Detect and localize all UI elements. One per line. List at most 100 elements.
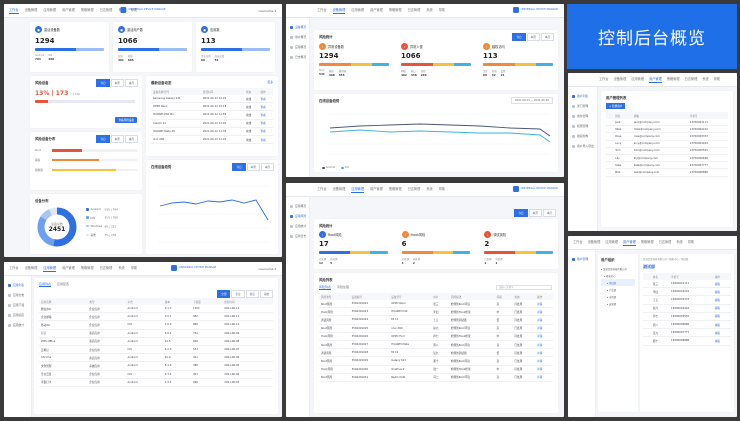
table-row[interactable]: 云笔记 企业应用 iOS 4.2.0 533 2021-06-07 — [39, 345, 273, 355]
org-tree-node[interactable]: ▸ 市场部 — [607, 295, 617, 299]
nav-item[interactable]: 工作台 — [9, 8, 19, 14]
table-row[interactable]: Chrome 商店应用 Android 91.0 421 2021-06-06 — [39, 353, 273, 363]
period-tab[interactable]: 今日 — [512, 33, 526, 41]
period-tab[interactable]: 商店 — [245, 290, 259, 298]
sidebar-item[interactable]: 权限管理 — [568, 121, 597, 131]
table-row[interactable]: 移动OA 企业应用 iOS 1.6.0 866 2021-06-10 — [39, 320, 273, 330]
row-action-link[interactable]: 详情 — [535, 324, 553, 333]
row-action-link[interactable]: 详情 — [535, 356, 553, 366]
user-menu[interactable]: username ▾ — [258, 9, 276, 13]
user-menu[interactable]: username ▾ — [258, 267, 276, 271]
nav-item[interactable]: 帮助 — [687, 240, 695, 244]
period-tab[interactable]: 本月 — [542, 209, 556, 217]
nav-item[interactable]: 应用管理 — [43, 266, 57, 272]
period-tab[interactable]: 今日 — [514, 209, 528, 217]
date-range-picker[interactable]: 2021-06-01 ~ 2021-06-30 — [511, 97, 553, 104]
tab[interactable]: 应用列表 — [39, 282, 52, 287]
org-tree-node[interactable]: ▸ 测试部 — [601, 279, 635, 286]
sidebar-item[interactable]: 角色管理 — [568, 111, 597, 121]
table-row[interactable]: Samsung Galaxy S21 2021-06-12 12:20 在线 查看 — [151, 95, 273, 104]
nav-item[interactable]: 工作台 — [317, 187, 327, 191]
sidebar-item[interactable]: 日志概况 — [286, 52, 309, 62]
table-row[interactable]: 赵六 13800004444 编辑 — [643, 304, 731, 313]
table-row[interactable]: Xiaomi 11 2021-06-12 11:40 在线 查看 — [151, 119, 273, 128]
add-user-button[interactable]: + 新增用户 — [606, 103, 626, 109]
nav-item[interactable]: 系统 — [426, 8, 433, 12]
table-row[interactable]: 周八 13800006666 编辑 — [643, 320, 731, 330]
row-action-link[interactable]: 编辑 — [712, 295, 731, 305]
table-row[interactable]: Hook风险 3502291023 HUAWEI P40 李四 检测到Hook框架中已处… — [319, 307, 553, 317]
period-tab[interactable]: 今日 — [232, 163, 246, 171]
nav-item[interactable]: 应用管理 — [351, 187, 365, 193]
sidebar-item[interactable]: 应用分类 — [4, 290, 31, 300]
table-row[interactable]: OPPO Reno 2021-06-12 12:18 在线 查看 — [151, 102, 273, 112]
row-action-link[interactable]: 查看 — [258, 110, 273, 120]
sidebar-item[interactable]: 用户列表 — [568, 91, 597, 101]
sidebar-item[interactable]: 应用概况 — [286, 42, 309, 52]
nav-item[interactable]: 设备管理 — [332, 187, 346, 191]
table-row[interactable]: Root风险 3502291022 OPPO Reno 张三 检测到Root环境高待处理… — [319, 300, 553, 309]
table-row[interactable]: HUAWEI Mate 40 2021-06-12 11:32 在线 查看 — [151, 127, 273, 136]
period-tab[interactable]: 本月 — [124, 135, 138, 143]
table-row[interactable]: vivo X60 2021-06-12 11:20 离线 查看 — [151, 135, 273, 145]
table-row[interactable]: 李四 13800002222 编辑 — [643, 287, 731, 297]
sidebar-item[interactable]: 设备概况 — [286, 22, 309, 32]
table-row[interactable]: WPS Office 商店应用 Android 12.5 640 2021-06-08 — [39, 337, 273, 346]
nav-item[interactable]: 用户管理 — [370, 187, 383, 191]
table-row[interactable]: Root风险 3502291025 vivo X60 赵六 检测到Root环境高已处理详… — [319, 324, 553, 333]
nav-item[interactable]: 工作台 — [599, 77, 609, 81]
nav-item[interactable]: 策略管理 — [388, 8, 402, 12]
nav-item[interactable]: 策略管理 — [80, 266, 94, 270]
sidebar-item[interactable]: 应用统计 — [4, 320, 31, 330]
period-tab[interactable]: 今日 — [96, 79, 110, 87]
row-action-link[interactable]: 详情 — [535, 365, 553, 374]
table-row[interactable]: 企业云盘 企业应用 iOS 2.3.4 301 2021-06-04 — [39, 370, 273, 379]
tab[interactable]: 风险处理 — [337, 285, 350, 289]
nav-item[interactable]: 系统 — [702, 77, 709, 81]
period-tab[interactable]: 本月 — [540, 33, 554, 41]
nav-item[interactable]: 系统 — [676, 240, 683, 244]
table-row[interactable]: Mike mike@company.com 13700002222 — [606, 125, 728, 134]
period-tab[interactable]: 企业 — [231, 290, 245, 298]
row-action-link[interactable]: 详情 — [535, 340, 553, 350]
nav-item[interactable]: 用户管理 — [62, 8, 75, 12]
table-row[interactable]: Root风险 3502291029 Galaxy S21 郑十 检测到Root环境高已处… — [319, 356, 553, 366]
row-action-link[interactable]: 查看 — [258, 95, 273, 104]
table-row[interactable]: 文件管理 系统应用 Android 8.1.0 388 2021-06-05 — [39, 361, 273, 371]
nav-item[interactable]: 工作台 — [9, 266, 19, 270]
nav-item[interactable]: 日志管理 — [407, 187, 421, 191]
search-input[interactable]: 请输入关键字 — [496, 285, 552, 290]
nav-item[interactable]: 应用管理 — [605, 240, 619, 244]
tab[interactable]: 风险列表 — [319, 285, 332, 290]
org-tree-node[interactable]: ▸ 运营部 — [607, 302, 617, 306]
row-action-link[interactable]: 详情 — [535, 315, 553, 325]
sidebar-item[interactable]: 应用列表 — [4, 280, 31, 290]
nav-item[interactable]: 日志管理 — [407, 8, 421, 12]
nav-item[interactable]: 帮助 — [438, 187, 446, 191]
table-row[interactable]: 张三 13800001111 编辑 — [643, 280, 731, 289]
sidebar-item[interactable]: 用户管理 — [568, 254, 595, 264]
row-action-link[interactable]: 详情 — [535, 332, 553, 341]
nav-item[interactable]: 设备管理 — [587, 240, 601, 244]
period-tab[interactable]: 系统 — [259, 290, 273, 298]
row-action-link[interactable]: 编辑 — [712, 320, 731, 330]
sidebar-item[interactable]: 应用风险 — [286, 211, 309, 221]
nav-item[interactable]: 应用管理 — [43, 8, 57, 12]
table-row[interactable]: Rose rose@company.com 13700003333 — [606, 132, 728, 141]
row-action-link[interactable]: 查看 — [258, 135, 273, 145]
nav-item[interactable]: 系统 — [426, 187, 433, 191]
row-action-link[interactable]: 查看 — [258, 102, 273, 112]
view-risk-button[interactable]: 查看风险设备 — [115, 117, 137, 123]
period-tab[interactable]: 全部 — [217, 290, 231, 298]
sidebar-item[interactable]: 应用统计 — [286, 221, 309, 231]
table-row[interactable]: Lily lily@company.com 13700006666 — [606, 154, 728, 163]
period-tab[interactable]: 本周 — [246, 163, 260, 171]
row-action-link[interactable]: 编辑 — [712, 287, 731, 297]
nav-item[interactable]: 帮助 — [130, 266, 138, 270]
table-row[interactable]: 调试风险 3502291028 Mi 10 吴九 检测到调试器低待处理 详情 — [319, 348, 553, 358]
nav-item[interactable]: 应用管理 — [631, 77, 645, 81]
nav-item[interactable]: 策略管理 — [640, 240, 654, 244]
nav-item[interactable]: 策略管理 — [80, 8, 94, 12]
table-row[interactable]: Kate kate@company.com 13700007777 — [606, 161, 728, 170]
nav-item[interactable]: 用户管理 — [623, 240, 636, 246]
